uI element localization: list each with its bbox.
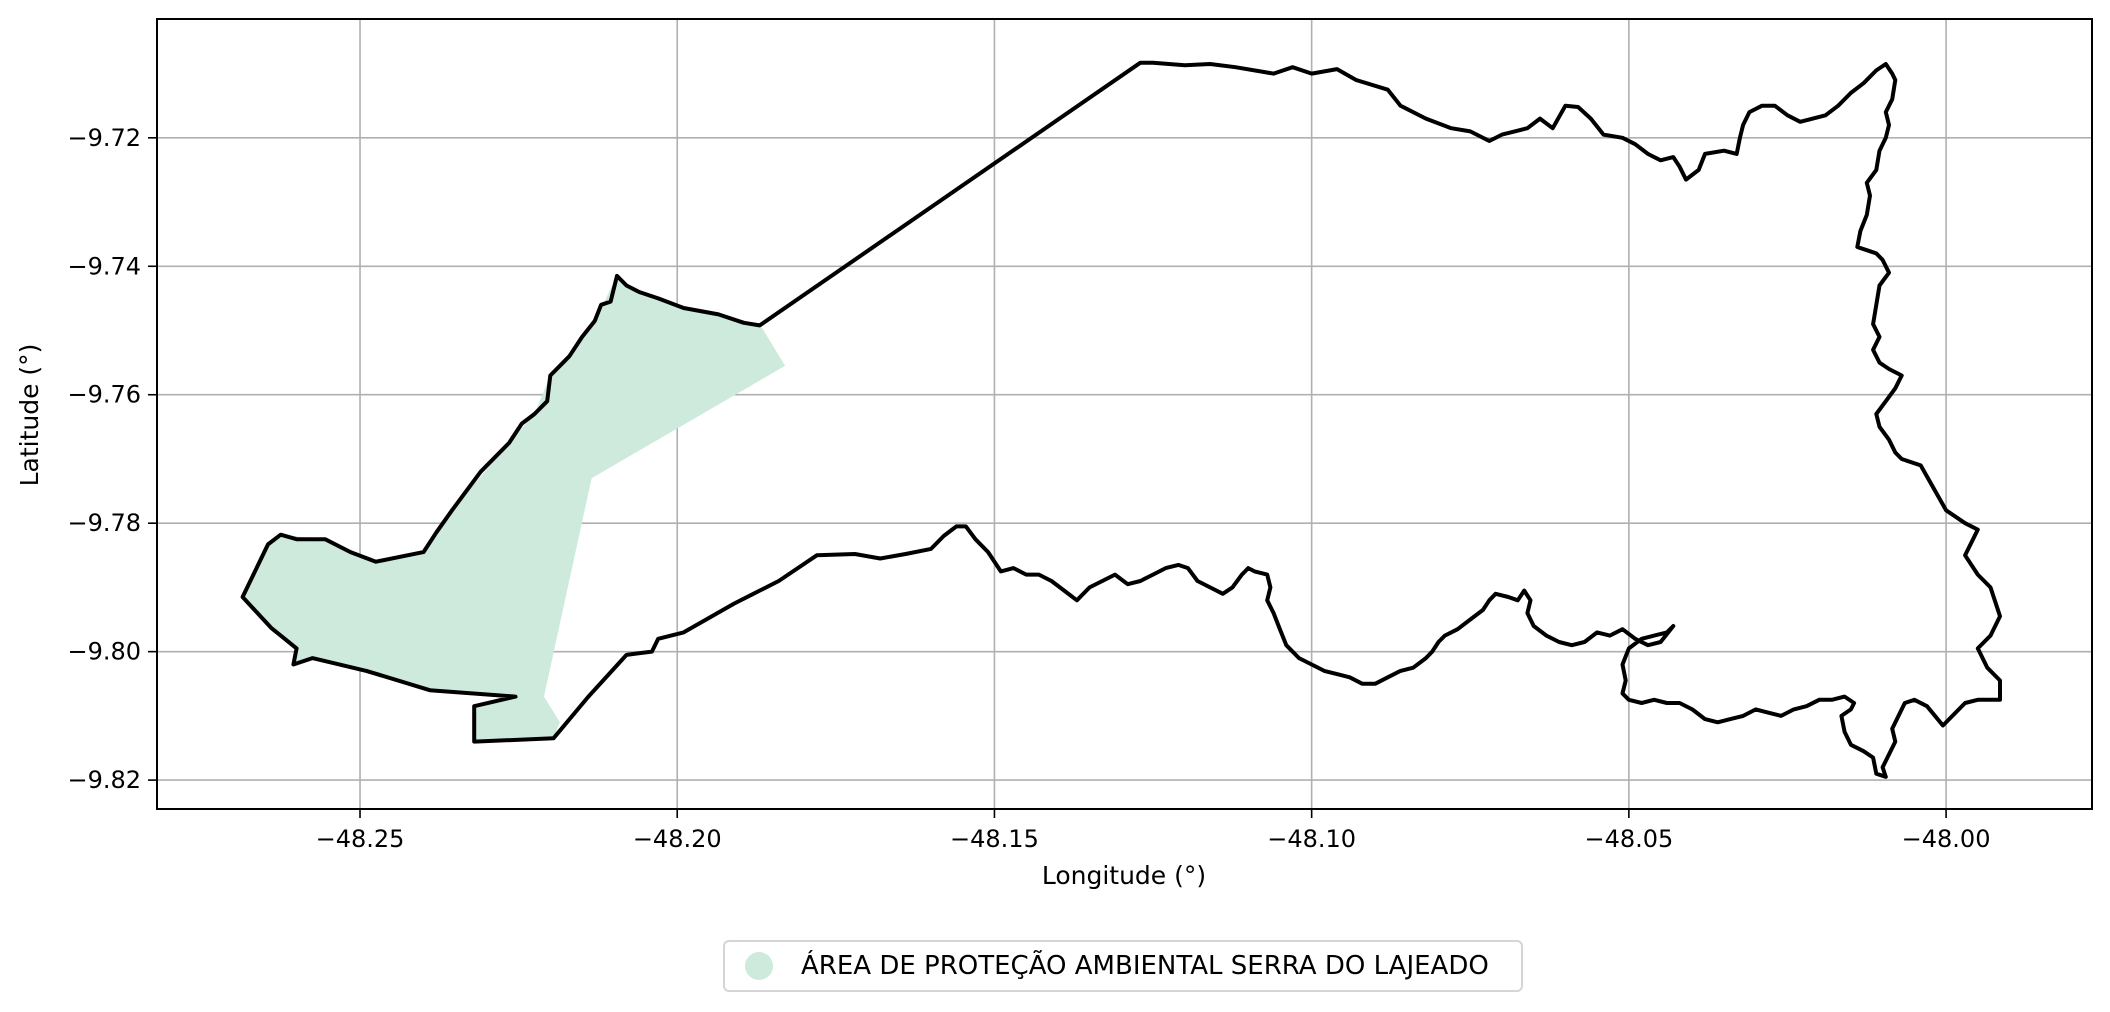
y-tick-label: −9.82 <box>67 766 141 794</box>
x-axis-ticks: −48.25 −48.20 −48.15 −48.10 −48.05 −48.00 <box>316 809 1991 853</box>
x-axis-label: Longitude (°) <box>1042 861 1206 890</box>
x-tick-label: −48.05 <box>1584 825 1673 853</box>
x-tick-label: −48.25 <box>316 825 405 853</box>
apa-serra-do-lajeado <box>242 275 786 742</box>
y-tick-label: −9.76 <box>67 381 141 409</box>
plot-frame <box>156 18 2093 810</box>
x-tick-label: −48.00 <box>1902 825 1991 853</box>
y-tick-label: −9.72 <box>67 124 141 152</box>
boundary-outline <box>240 60 2002 779</box>
y-tick-label: −9.80 <box>67 638 141 666</box>
y-axis-label: Latitude (°) <box>15 344 44 487</box>
x-tick-label: −48.15 <box>950 825 1039 853</box>
x-tick-label: −48.20 <box>633 825 722 853</box>
y-tick-label: −9.78 <box>67 509 141 537</box>
y-axis-ticks: −9.72 −9.74 −9.76 −9.78 −9.80 −9.82 <box>67 124 157 794</box>
y-tick-label: −9.74 <box>67 252 141 280</box>
legend: ÁREA DE PROTEÇÃO AMBIENTAL SERRA DO LAJE… <box>723 940 1523 992</box>
legend-label-apa: ÁREA DE PROTEÇÃO AMBIENTAL SERRA DO LAJE… <box>801 951 1489 981</box>
legend-marker-apa <box>745 952 773 980</box>
map-layers <box>240 60 2002 779</box>
x-tick-label: −48.10 <box>1267 825 1356 853</box>
